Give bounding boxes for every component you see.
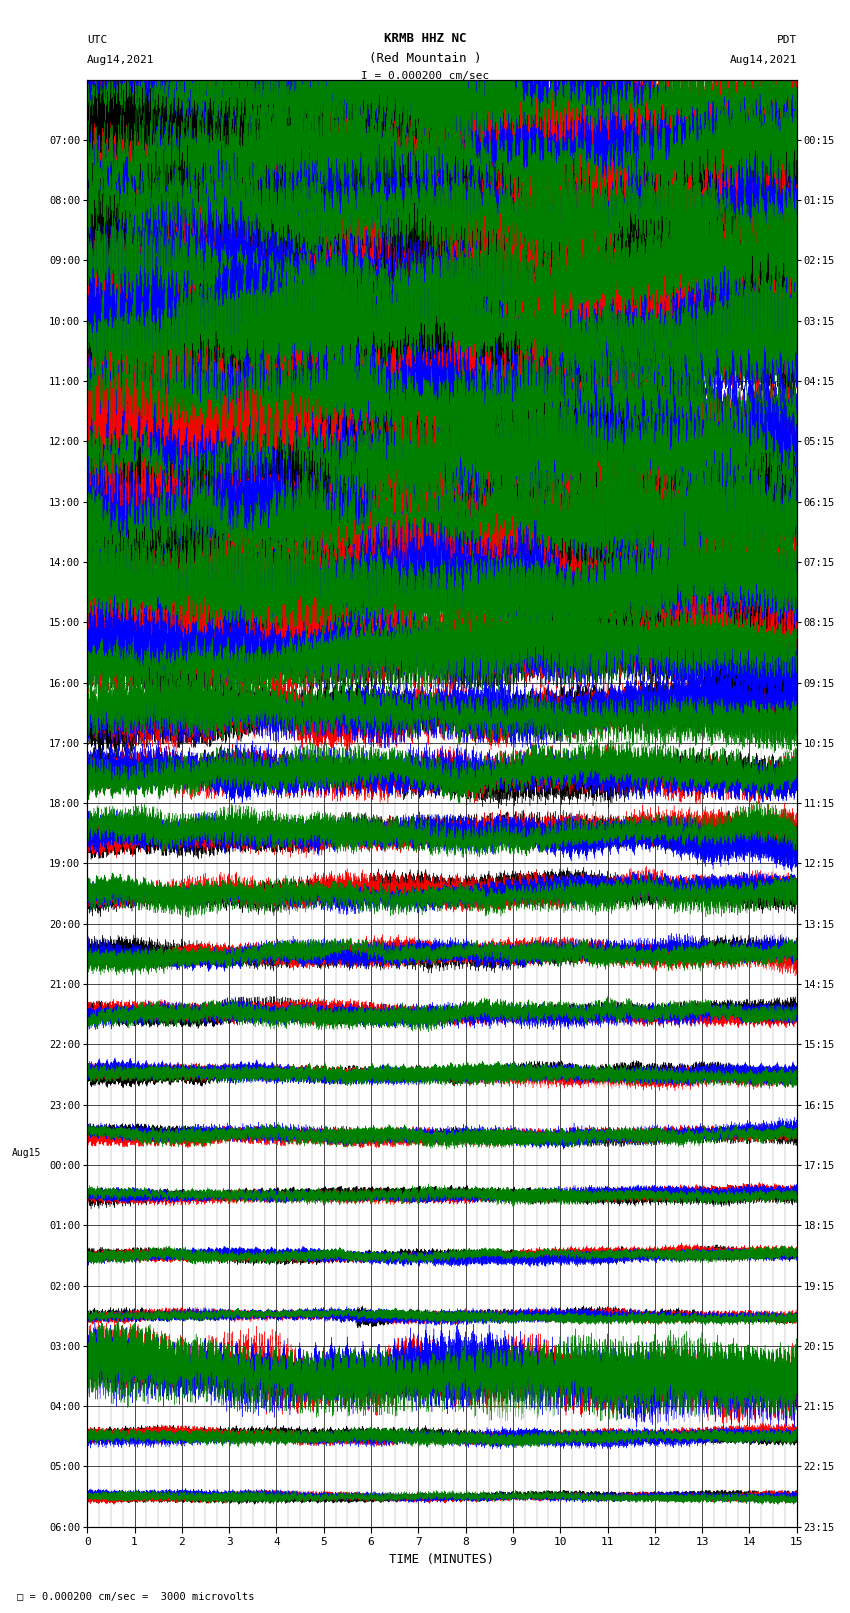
- Text: KRMB HHZ NC: KRMB HHZ NC: [383, 32, 467, 45]
- Text: □ = 0.000200 cm/sec =  3000 microvolts: □ = 0.000200 cm/sec = 3000 microvolts: [17, 1592, 254, 1602]
- Text: Aug15: Aug15: [12, 1148, 41, 1158]
- Text: Aug14,2021: Aug14,2021: [729, 55, 796, 65]
- Text: (Red Mountain ): (Red Mountain ): [369, 52, 481, 65]
- Text: Aug14,2021: Aug14,2021: [88, 55, 155, 65]
- Text: I = 0.000200 cm/sec: I = 0.000200 cm/sec: [361, 71, 489, 81]
- X-axis label: TIME (MINUTES): TIME (MINUTES): [389, 1553, 495, 1566]
- Text: PDT: PDT: [777, 35, 796, 45]
- Text: UTC: UTC: [88, 35, 107, 45]
